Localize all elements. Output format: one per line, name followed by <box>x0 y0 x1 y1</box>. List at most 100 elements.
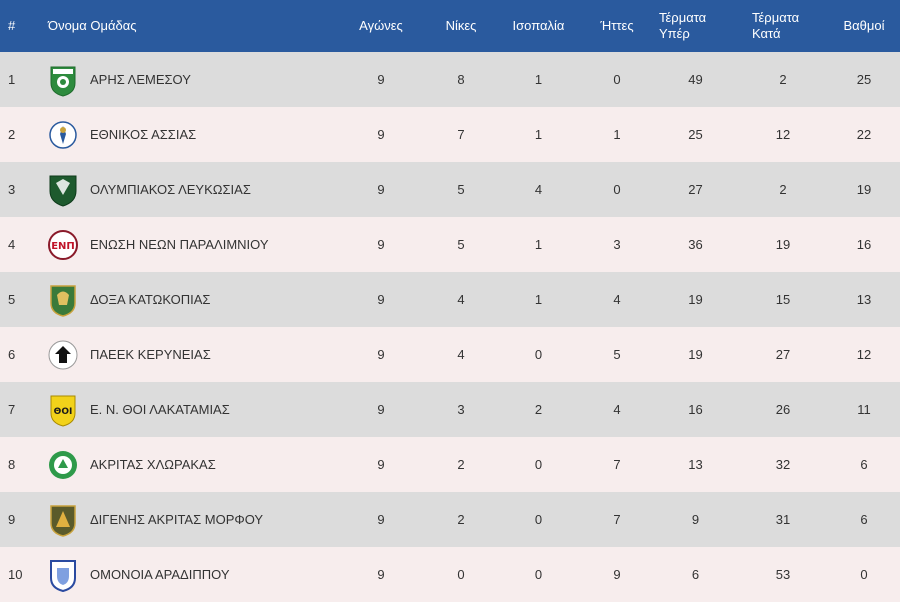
cell-draws: 1 <box>534 292 543 307</box>
cell-draws: 1 <box>534 237 543 252</box>
cell-points: 16 <box>856 237 872 252</box>
team-name: ΠΑΕΕΚ ΚΕΡΥΝΕΙΑΣ <box>90 347 211 362</box>
table-row[interactable]: 7 ΘΟΙ Ε. Ν. ΘΟΙ ΛΑΚΑΤΑΜΙΑΣ 9 3 2 4 16 26 11 <box>0 382 900 437</box>
cell-team: ΠΑΕΕΚ ΚΕΡΥΝΕΙΑΣ <box>36 327 336 382</box>
cell-played: 9 <box>377 127 385 142</box>
table-row[interactable]: 2 ΕΘΝΙΚΟΣ ΑΣΣΙΑΣ 9 7 1 1 25 12 22 <box>0 107 900 162</box>
cell-wins: 5 <box>457 182 465 197</box>
team-link[interactable]: ENП ΕΝΩΣΗ ΝΕΩΝ ΠΑΡΑΛΙΜΝΙΟΥ <box>36 228 336 262</box>
col-header-goals-against[interactable]: Τέρματα Κατά <box>752 10 800 41</box>
table-row[interactable]: 6 ΠΑΕΕΚ ΚΕΡΥΝΕΙΑΣ 9 4 0 5 19 27 12 <box>0 327 900 382</box>
digenis-morfou-crest-icon <box>48 503 78 537</box>
svg-text:ENП: ENП <box>51 241 75 252</box>
doxa-katokopias-crest-icon <box>48 283 78 317</box>
col-header-points[interactable]: Βαθμοί <box>843 18 885 33</box>
cell-points: 25 <box>856 72 872 87</box>
cell-team: ΟΜΟΝΟΙΑ ΑΡΑΔΙΠΠΟΥ <box>36 547 336 602</box>
cell-wins: 8 <box>457 72 465 87</box>
cell-goals-for: 9 <box>691 512 700 527</box>
cell-goals-for: 19 <box>688 292 703 307</box>
table-row[interactable]: 9 ΔΙΓΕΝΗΣ ΑΚΡΙΤΑΣ ΜΟΡΦΟΥ 9 2 0 7 9 31 6 <box>0 492 900 547</box>
cell-goals-for: 6 <box>691 567 700 582</box>
col-header-pos[interactable]: # <box>8 18 16 33</box>
cell-played: 9 <box>377 292 385 307</box>
team-link[interactable]: ΑΚΡΙΤΑΣ ΧΛΩΡΑΚΑΣ <box>36 448 336 482</box>
table-row[interactable]: 1 ΑΡΗΣ ΛΕΜΕΣΟΥ 9 8 1 0 49 2 25 <box>0 52 900 107</box>
ethnikos-assias-crest-icon <box>48 118 78 152</box>
cell-team: ΘΟΙ Ε. Ν. ΘΟΙ ΛΑΚΑΤΑΜΙΑΣ <box>36 382 336 437</box>
olympiakos-nicosia-crest-icon <box>48 173 78 207</box>
cell-losses: 5 <box>613 347 621 362</box>
paeek-crest-icon <box>48 338 78 372</box>
team-link[interactable]: ΑΡΗΣ ΛΕΜΕΣΟΥ <box>36 63 336 97</box>
cell-goals-against: 12 <box>775 127 791 142</box>
team-link[interactable]: ΘΟΙ Ε. Ν. ΘΟΙ ΛΑΚΑΤΑΜΙΑΣ <box>36 393 336 427</box>
cell-goals-against: 26 <box>775 402 791 417</box>
col-header-goals-for[interactable]: Τέρματα Υπέρ <box>659 10 707 41</box>
cell-draws: 0 <box>534 567 543 582</box>
cell-losses: 3 <box>613 237 621 252</box>
cell-played: 9 <box>377 347 385 362</box>
cell-points: 11 <box>857 402 871 417</box>
cell-goals-against: 15 <box>775 292 791 307</box>
cell-goals-against: 31 <box>775 512 791 527</box>
team-link[interactable]: ΠΑΕΕΚ ΚΕΡΥΝΕΙΑΣ <box>36 338 336 372</box>
team-link[interactable]: ΔΙΓΕΝΗΣ ΑΚΡΙΤΑΣ ΜΟΡΦΟΥ <box>36 503 336 537</box>
thoi-lakatamias-crest-icon: ΘΟΙ <box>48 393 78 427</box>
cell-goals-for: 13 <box>688 457 703 472</box>
cell-wins: 2 <box>457 457 465 472</box>
cell-pos: 1 <box>8 72 16 87</box>
team-link[interactable]: ΟΛΥΜΠΙΑΚΟΣ ΛΕΥΚΩΣΙΑΣ <box>36 173 336 207</box>
cell-points: 0 <box>860 567 868 582</box>
col-header-played[interactable]: Αγώνες <box>359 18 403 33</box>
team-link[interactable]: ΟΜΟΝΟΙΑ ΑΡΑΔΙΠΠΟΥ <box>36 558 336 592</box>
col-header-losses[interactable]: Ήττες <box>600 18 634 33</box>
cell-losses: 9 <box>613 567 621 582</box>
cell-wins: 7 <box>457 127 465 142</box>
team-link[interactable]: ΕΘΝΙΚΟΣ ΑΣΣΙΑΣ <box>36 118 336 152</box>
cell-played: 9 <box>377 457 385 472</box>
cell-losses: 4 <box>613 292 621 307</box>
cell-team: ΑΡΗΣ ΛΕΜΕΣΟΥ <box>36 52 336 107</box>
team-name: ΔΙΓΕΝΗΣ ΑΚΡΙΤΑΣ ΜΟΡΦΟΥ <box>90 512 264 527</box>
cell-points: 12 <box>856 347 872 362</box>
cell-team: ENП ΕΝΩΣΗ ΝΕΩΝ ΠΑΡΑΛΙΜΝΙΟΥ <box>36 217 336 272</box>
cell-points: 22 <box>856 127 872 142</box>
cell-losses: 0 <box>613 72 621 87</box>
cell-wins: 5 <box>457 237 465 252</box>
cell-draws: 4 <box>534 182 543 197</box>
cell-losses: 7 <box>613 457 621 472</box>
col-header-draws[interactable]: Ισοπαλία <box>512 18 565 33</box>
cell-team: ΕΘΝΙΚΟΣ ΑΣΣΙΑΣ <box>36 107 336 162</box>
table-body: 1 ΑΡΗΣ ΛΕΜΕΣΟΥ 9 8 1 0 49 2 25 2 ΕΘΝΙΚΟΣ ΑΣΣΙΑΣ 9 7 1… <box>0 52 900 602</box>
cell-pos: 7 <box>8 402 16 417</box>
team-name: Ε. Ν. ΘΟΙ ΛΑΚΑΤΑΜΙΑΣ <box>90 402 230 417</box>
cell-played: 9 <box>377 567 385 582</box>
cell-points: 6 <box>860 512 868 527</box>
team-link[interactable]: ΔΟΞΑ ΚΑΤΩΚΟΠΙΑΣ <box>36 283 336 317</box>
cell-losses: 4 <box>613 402 621 417</box>
cell-pos: 8 <box>8 457 16 472</box>
cell-wins: 0 <box>457 567 465 582</box>
table-row[interactable]: 10 ΟΜΟΝΟΙΑ ΑΡΑΔΙΠΠΟΥ 9 0 0 9 6 53 0 <box>0 547 900 602</box>
team-name: ΕΘΝΙΚΟΣ ΑΣΣΙΑΣ <box>90 127 197 142</box>
cell-goals-against: 53 <box>775 567 791 582</box>
table-row[interactable]: 8 ΑΚΡΙΤΑΣ ΧΛΩΡΑΚΑΣ 9 2 0 7 13 32 6 <box>0 437 900 492</box>
table-row[interactable]: 3 ΟΛΥΜΠΙΑΚΟΣ ΛΕΥΚΩΣΙΑΣ 9 5 4 0 27 2 19 <box>0 162 900 217</box>
cell-pos: 4 <box>8 237 16 252</box>
table-row[interactable]: 5 ΔΟΞΑ ΚΑΤΩΚΟΠΙΑΣ 9 4 1 4 19 15 13 <box>0 272 900 327</box>
cell-team: ΟΛΥΜΠΙΑΚΟΣ ΛΕΥΚΩΣΙΑΣ <box>36 162 336 217</box>
akritas-chlorakas-crest-icon <box>48 448 78 482</box>
cell-pos: 2 <box>8 127 16 142</box>
col-header-team[interactable]: Όνομα Ομάδας <box>48 18 137 33</box>
cell-pos: 3 <box>8 182 16 197</box>
cell-goals-for: 49 <box>688 72 703 87</box>
cell-goals-for: 19 <box>688 347 703 362</box>
table-row[interactable]: 4 ENП ΕΝΩΣΗ ΝΕΩΝ ΠΑΡΑΛΙΜΝΙΟΥ 9 5 1 3 36 19 16 <box>0 217 900 272</box>
cell-played: 9 <box>377 402 385 417</box>
team-name: ΟΛΥΜΠΙΑΚΟΣ ΛΕΥΚΩΣΙΑΣ <box>90 182 251 197</box>
team-name: ΕΝΩΣΗ ΝΕΩΝ ΠΑΡΑΛΙΜΝΙΟΥ <box>90 237 269 252</box>
col-header-wins[interactable]: Νίκες <box>445 18 477 33</box>
cell-team: ΔΙΓΕΝΗΣ ΑΚΡΙΤΑΣ ΜΟΡΦΟΥ <box>36 492 336 547</box>
